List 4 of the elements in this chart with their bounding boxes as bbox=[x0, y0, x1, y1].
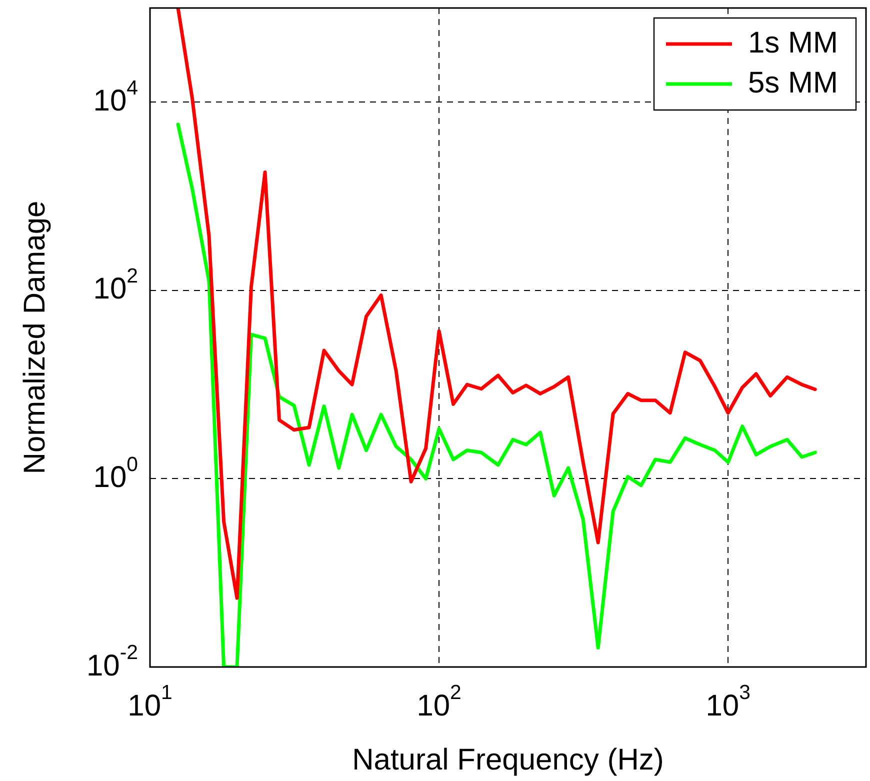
legend-label: 5s MM bbox=[748, 66, 838, 100]
y-axis-title: Normalized Damage bbox=[18, 200, 52, 474]
x-axis-title: Natural Frequency (Hz) bbox=[352, 743, 664, 776]
legend-label: 1s MM bbox=[748, 26, 838, 60]
